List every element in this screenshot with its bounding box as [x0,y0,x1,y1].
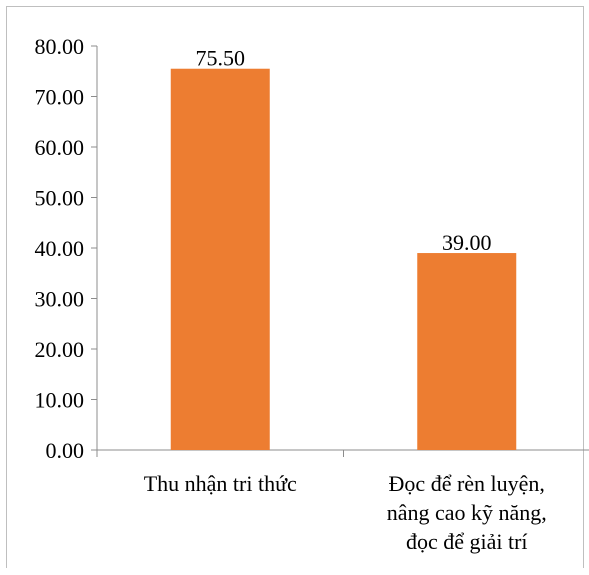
bar [417,253,517,450]
y-tick-label: 40.00 [35,236,85,261]
y-tick-label: 50.00 [35,186,85,211]
category-label: Đọc để rèn luyện, [389,471,545,496]
data-label: 75.50 [196,46,246,71]
y-tick-label: 70.00 [35,85,85,110]
category-label: nâng cao kỹ năng, [387,500,547,525]
y-tick-label: 80.00 [35,34,85,59]
y-tick-label: 0.00 [46,438,85,463]
y-tick-label: 10.00 [35,388,85,413]
y-tick-label: 20.00 [35,337,85,362]
category-label: Thu nhận tri thức [144,471,297,496]
bars [170,68,517,450]
category-label: đọc để giải trí [406,529,528,554]
data-label: 39.00 [442,230,492,255]
y-tick-label: 60.00 [35,135,85,160]
bar [170,68,270,450]
labels: 75.50 Thu nhận tri thức 39.00 Đọc để rèn lu… [144,46,547,554]
y-tick-label: 30.00 [35,287,85,312]
